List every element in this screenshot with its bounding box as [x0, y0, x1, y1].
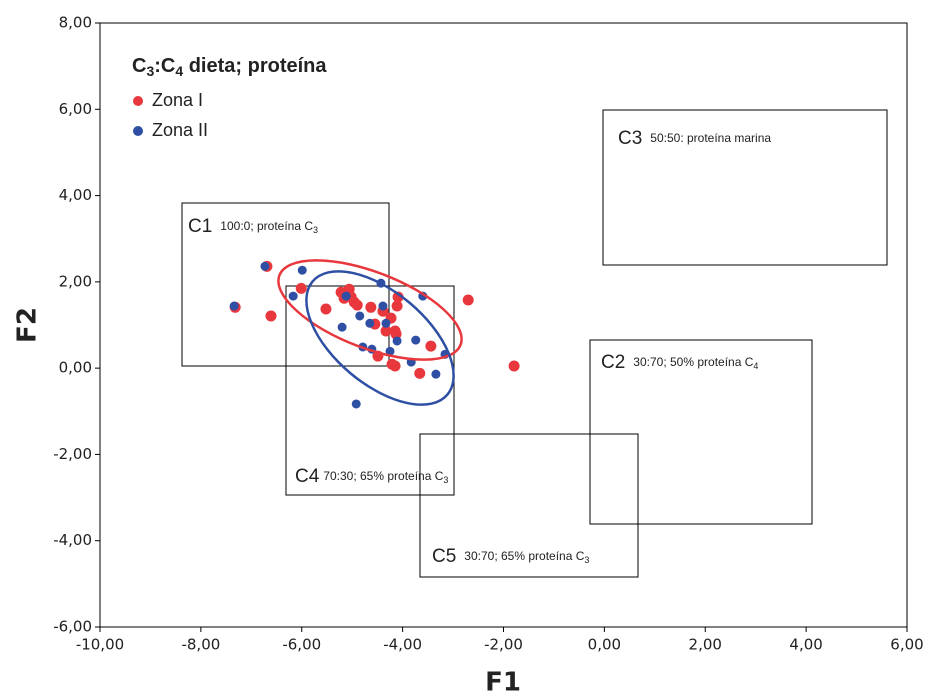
y-tick-label: 8,00	[59, 14, 92, 32]
annotation-sub: 3	[313, 225, 318, 235]
point	[390, 328, 402, 340]
point	[295, 282, 307, 294]
legend-label: Zona I	[152, 90, 203, 110]
box-c4	[285, 285, 455, 496]
point	[508, 360, 520, 372]
point	[341, 291, 351, 301]
point	[355, 311, 365, 321]
annotation-text: 100:0; proteína C	[220, 219, 313, 233]
point	[288, 291, 298, 301]
title-part: :C	[154, 55, 175, 77]
y-axis-label: F2	[13, 307, 43, 343]
point	[351, 299, 363, 311]
y-tick-label: 4,00	[59, 186, 92, 204]
y-tick-label: 6,00	[59, 100, 92, 118]
annotation-label: C3	[618, 128, 642, 149]
x-tick-label: -4,00	[383, 636, 422, 654]
x-tick-label: 6,00	[890, 636, 923, 654]
point	[411, 335, 421, 345]
x-axis-label: F1	[485, 668, 521, 697]
point	[385, 346, 395, 356]
box-c2	[589, 339, 813, 525]
title-part: dieta; proteína	[183, 55, 327, 77]
point	[391, 300, 403, 312]
annotation-label: C4	[295, 466, 320, 487]
x-tick-label: -8,00	[181, 636, 220, 654]
box-c3	[602, 109, 888, 266]
point	[381, 318, 391, 328]
y-tick-label: -2,00	[53, 445, 92, 463]
ellipse-zona-i	[277, 259, 463, 361]
annotation: C2 30:70; 50% proteína C4	[601, 352, 758, 373]
point	[260, 261, 270, 271]
legend-label: Zona II	[152, 120, 208, 140]
point	[425, 340, 437, 352]
y-tick-label: -4,00	[53, 531, 92, 549]
annotation-label: C5	[432, 546, 456, 567]
legend-swatch	[133, 96, 143, 106]
annotation-label: C2	[601, 352, 625, 373]
point	[380, 325, 392, 337]
annotation-text: 30:70; 50% proteína C	[633, 355, 753, 369]
x-tick-label: -6,00	[282, 636, 321, 654]
point	[265, 310, 277, 322]
title-sub: 4	[175, 63, 183, 79]
plot-frame	[99, 22, 908, 628]
annotation: C1 100:0; proteína C3	[188, 216, 318, 237]
x-tick-label: 2,00	[689, 636, 722, 654]
annotation-sub: 3	[443, 475, 448, 485]
point	[414, 367, 426, 379]
x-tick-label: -10,00	[76, 636, 124, 654]
point	[320, 303, 332, 315]
x-tick-label: 4,00	[789, 636, 822, 654]
point	[386, 358, 398, 370]
x-tick-label: 0,00	[588, 636, 621, 654]
box-c5	[419, 433, 639, 578]
annotation: C3 50:50: proteína marina	[618, 128, 771, 149]
point	[351, 399, 361, 409]
point	[392, 336, 402, 346]
point	[337, 322, 347, 332]
point	[462, 294, 474, 306]
annotation-sub: 4	[753, 361, 758, 371]
annotation-text: 30:70; 65% proteína C	[464, 549, 584, 563]
chart-title: C3:C4 dieta; proteína	[132, 55, 327, 78]
point	[392, 291, 404, 303]
annotation: C5 30:70; 65% proteína C3	[432, 546, 589, 567]
y-tick-label: -6,00	[53, 618, 92, 636]
x-tick-label: -2,00	[484, 636, 523, 654]
point	[431, 369, 441, 379]
annotation-label: C1	[188, 216, 212, 237]
point	[378, 301, 388, 311]
legend-swatch	[133, 126, 143, 136]
y-tick-label: 2,00	[59, 272, 92, 290]
ellipse-zona-ii	[305, 270, 455, 406]
annotation: C4 70:30; 65% proteína C3	[295, 466, 448, 487]
point	[365, 318, 375, 328]
annotation-text: 50:50: proteína marina	[650, 131, 771, 145]
point	[229, 301, 239, 311]
annotation-text: 70:30; 65% proteína C	[323, 469, 443, 483]
title-part: C	[132, 55, 146, 77]
point	[365, 301, 377, 313]
annotation-sub: 3	[584, 555, 589, 565]
y-tick-label: 0,00	[59, 359, 92, 377]
title-sub: 3	[146, 63, 154, 79]
point	[297, 265, 307, 275]
